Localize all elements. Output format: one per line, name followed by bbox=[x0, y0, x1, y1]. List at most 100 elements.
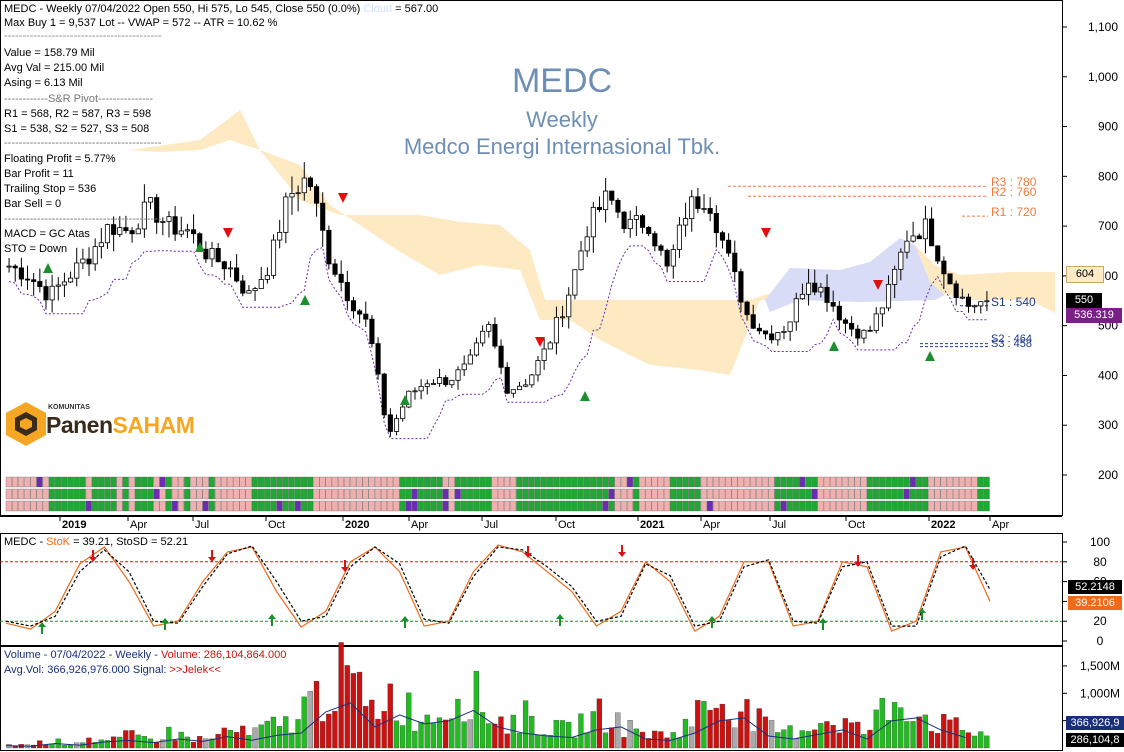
candle-down bbox=[769, 333, 775, 341]
signal-heat-cell bbox=[731, 488, 738, 500]
stoch-up-arrow-head bbox=[268, 614, 276, 619]
signal-heat-cell bbox=[959, 500, 966, 512]
volume-bar-down bbox=[492, 723, 498, 749]
signal-heat-cell bbox=[171, 476, 178, 488]
signal-heat-cell bbox=[811, 488, 818, 500]
candle-down bbox=[123, 227, 129, 232]
signal-heat-cell bbox=[688, 476, 695, 488]
signal-heat-cell bbox=[682, 488, 689, 500]
signal-heat-cell bbox=[214, 476, 221, 488]
signal-heat-cell bbox=[417, 488, 424, 500]
floating-profit: Floating Profit = 5.77% bbox=[4, 153, 116, 165]
volume-bar-down bbox=[621, 737, 627, 749]
signal-heat-cell bbox=[510, 476, 517, 488]
signal-heat-cell bbox=[596, 476, 603, 488]
buy-signal-icon bbox=[195, 242, 205, 252]
stok-value-tag: 39.2106 bbox=[1068, 596, 1122, 610]
time-tick-label: Jul bbox=[772, 519, 786, 531]
candle-up bbox=[400, 406, 406, 420]
signal-heat-cell bbox=[651, 500, 658, 512]
candle-up bbox=[455, 369, 461, 381]
candle-down bbox=[621, 211, 627, 230]
signal-heat-cell bbox=[18, 500, 25, 512]
candle-down bbox=[86, 258, 92, 265]
signal-heat-cell bbox=[762, 488, 769, 500]
signal-heat-cell bbox=[633, 500, 640, 512]
volume-bar-down bbox=[744, 699, 750, 749]
volume-bar-up bbox=[258, 724, 264, 749]
signal-heat-cell bbox=[233, 476, 240, 488]
signal-heat-cell bbox=[313, 476, 320, 488]
signal-heat-cell bbox=[301, 476, 308, 488]
signal-heat-cell bbox=[590, 488, 597, 500]
volume-bar-down bbox=[190, 741, 197, 749]
signal-heat-cell bbox=[793, 476, 800, 488]
signal-heat-cell bbox=[380, 476, 387, 488]
signal-heat-cell bbox=[374, 500, 381, 512]
header-cloud-value: = 567.00 bbox=[395, 3, 439, 15]
volume-bar-up bbox=[787, 725, 793, 749]
candle-down bbox=[326, 229, 332, 265]
volume-bar-up bbox=[516, 733, 523, 749]
level-s2: S2 : 464 bbox=[991, 333, 1032, 345]
signal-heat-cell bbox=[251, 476, 258, 488]
signal-heat-cell bbox=[208, 488, 215, 500]
volume-bar-up bbox=[98, 739, 104, 749]
signal-heat-cell bbox=[368, 488, 375, 500]
volume-value-tag: 286,104,8 bbox=[1066, 733, 1124, 747]
header-divider-2: ----------------------------------------… bbox=[4, 137, 162, 149]
volume-bar-down bbox=[215, 733, 221, 749]
volume-bar-up bbox=[898, 707, 904, 749]
candle-down bbox=[652, 233, 658, 247]
signal-heat-cell bbox=[411, 488, 418, 500]
level-r1: R1 : 720 bbox=[991, 205, 1037, 219]
sell-signal-icon bbox=[338, 193, 348, 203]
signal-heat-cell bbox=[547, 476, 554, 488]
candle-down bbox=[855, 328, 861, 339]
price-panel-frame bbox=[0, 0, 1063, 516]
signal-heat-cell bbox=[491, 488, 498, 500]
signal-heat-cell bbox=[952, 500, 959, 512]
signal-heat-cell bbox=[467, 500, 474, 512]
signal-heat-cell bbox=[270, 488, 277, 500]
signal-heat-cell bbox=[122, 476, 129, 488]
signal-heat-cell bbox=[903, 476, 910, 488]
signal-heat-cell bbox=[319, 476, 326, 488]
signal-heat-cell bbox=[934, 476, 941, 488]
volume-bar-up bbox=[547, 735, 553, 749]
volume-bar-down bbox=[498, 716, 504, 749]
volume-bar-up bbox=[861, 734, 867, 749]
price-tick-label: 1,000 bbox=[1088, 70, 1118, 84]
signal-heat-cell bbox=[713, 488, 720, 500]
signal-heat-cell bbox=[805, 500, 812, 512]
signal-heat-cell bbox=[24, 476, 31, 488]
signal-heat-cell bbox=[977, 488, 984, 500]
volume-bar-up bbox=[67, 745, 74, 749]
time-tick-label: Oct bbox=[558, 519, 575, 531]
candle-up bbox=[904, 240, 910, 253]
candle-up bbox=[486, 324, 492, 332]
candle-down bbox=[350, 300, 357, 312]
candle-up bbox=[516, 385, 523, 391]
volume-bar-up bbox=[904, 721, 910, 749]
volume-bar-down bbox=[830, 725, 836, 749]
candle-up bbox=[560, 316, 566, 319]
signal-heat-cell bbox=[399, 500, 406, 512]
signal-heat-cell bbox=[885, 500, 892, 512]
signal-heat-cell bbox=[165, 500, 172, 512]
signal-heat-cell bbox=[362, 476, 369, 488]
signal-heat-cell bbox=[657, 500, 664, 512]
volume-tick-label: 1,000M bbox=[1080, 686, 1120, 700]
signal-heat-cell bbox=[620, 476, 627, 488]
header-line-2: Max Buy 1 = 9,537 Lot -- VWAP = 572 -- A… bbox=[4, 17, 278, 29]
signal-heat-cell bbox=[55, 476, 62, 488]
signal-heat-cell bbox=[510, 500, 517, 512]
signal-heat-cell bbox=[257, 476, 264, 488]
signal-heat-cell bbox=[608, 500, 615, 512]
candle-down bbox=[947, 273, 953, 285]
time-tick-label: Apr bbox=[703, 519, 720, 531]
signal-heat-cell bbox=[350, 500, 357, 512]
volume-bar-up bbox=[522, 700, 529, 749]
candle-down bbox=[762, 330, 769, 335]
stoch-down-arrow-head bbox=[341, 567, 349, 572]
